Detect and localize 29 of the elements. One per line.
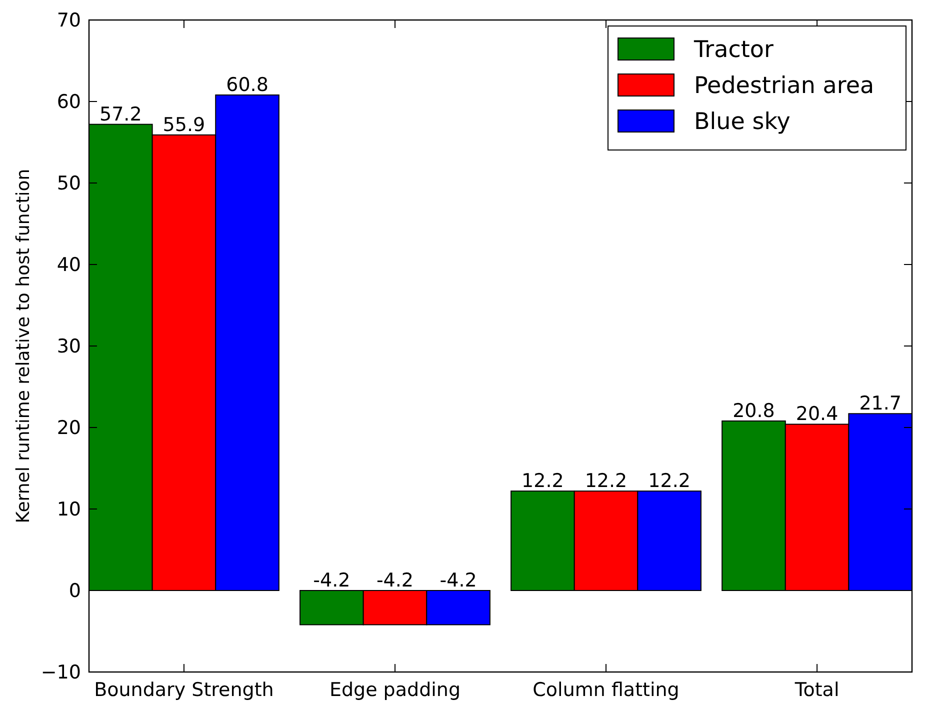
y-tick-label: 40 bbox=[56, 254, 81, 276]
data-label: 12.2 bbox=[522, 470, 564, 492]
x-tick-label: Total bbox=[794, 679, 840, 701]
data-label: 55.9 bbox=[162, 114, 206, 136]
y-tick-label: 10 bbox=[56, 498, 81, 521]
y-tick-label: 0 bbox=[68, 580, 81, 602]
y-tick-label: 60 bbox=[56, 91, 81, 114]
data-label: 21.7 bbox=[859, 392, 902, 415]
y-tick-label: −10 bbox=[40, 662, 81, 684]
data-label: -4.2 bbox=[376, 570, 414, 592]
legend-label: Tractor bbox=[693, 37, 774, 64]
x-tick-label: Edge padding bbox=[329, 679, 461, 701]
data-label: 20.4 bbox=[796, 403, 838, 426]
data-label: -4.2 bbox=[440, 570, 477, 592]
data-label: 60.8 bbox=[226, 74, 268, 96]
y-tick-label: 70 bbox=[56, 10, 81, 32]
data-label: 12.2 bbox=[584, 470, 628, 492]
data-label: 12.2 bbox=[648, 470, 690, 492]
data-label: 20.8 bbox=[732, 400, 775, 422]
legend-label: Blue sky bbox=[694, 109, 790, 136]
legend-label: Pedestrian area bbox=[694, 73, 874, 100]
data-label: 57.2 bbox=[100, 103, 142, 126]
data-label: -4.2 bbox=[313, 570, 350, 592]
y-tick-label: 50 bbox=[56, 172, 81, 195]
y-tick-label: 30 bbox=[56, 336, 81, 358]
x-tick-label: Boundary Strength bbox=[94, 679, 274, 701]
y-axis-title: Kernel runtime relative to host function bbox=[13, 168, 34, 524]
x-tick-label: Column flatting bbox=[532, 679, 680, 701]
y-tick-label: 20 bbox=[56, 417, 81, 440]
